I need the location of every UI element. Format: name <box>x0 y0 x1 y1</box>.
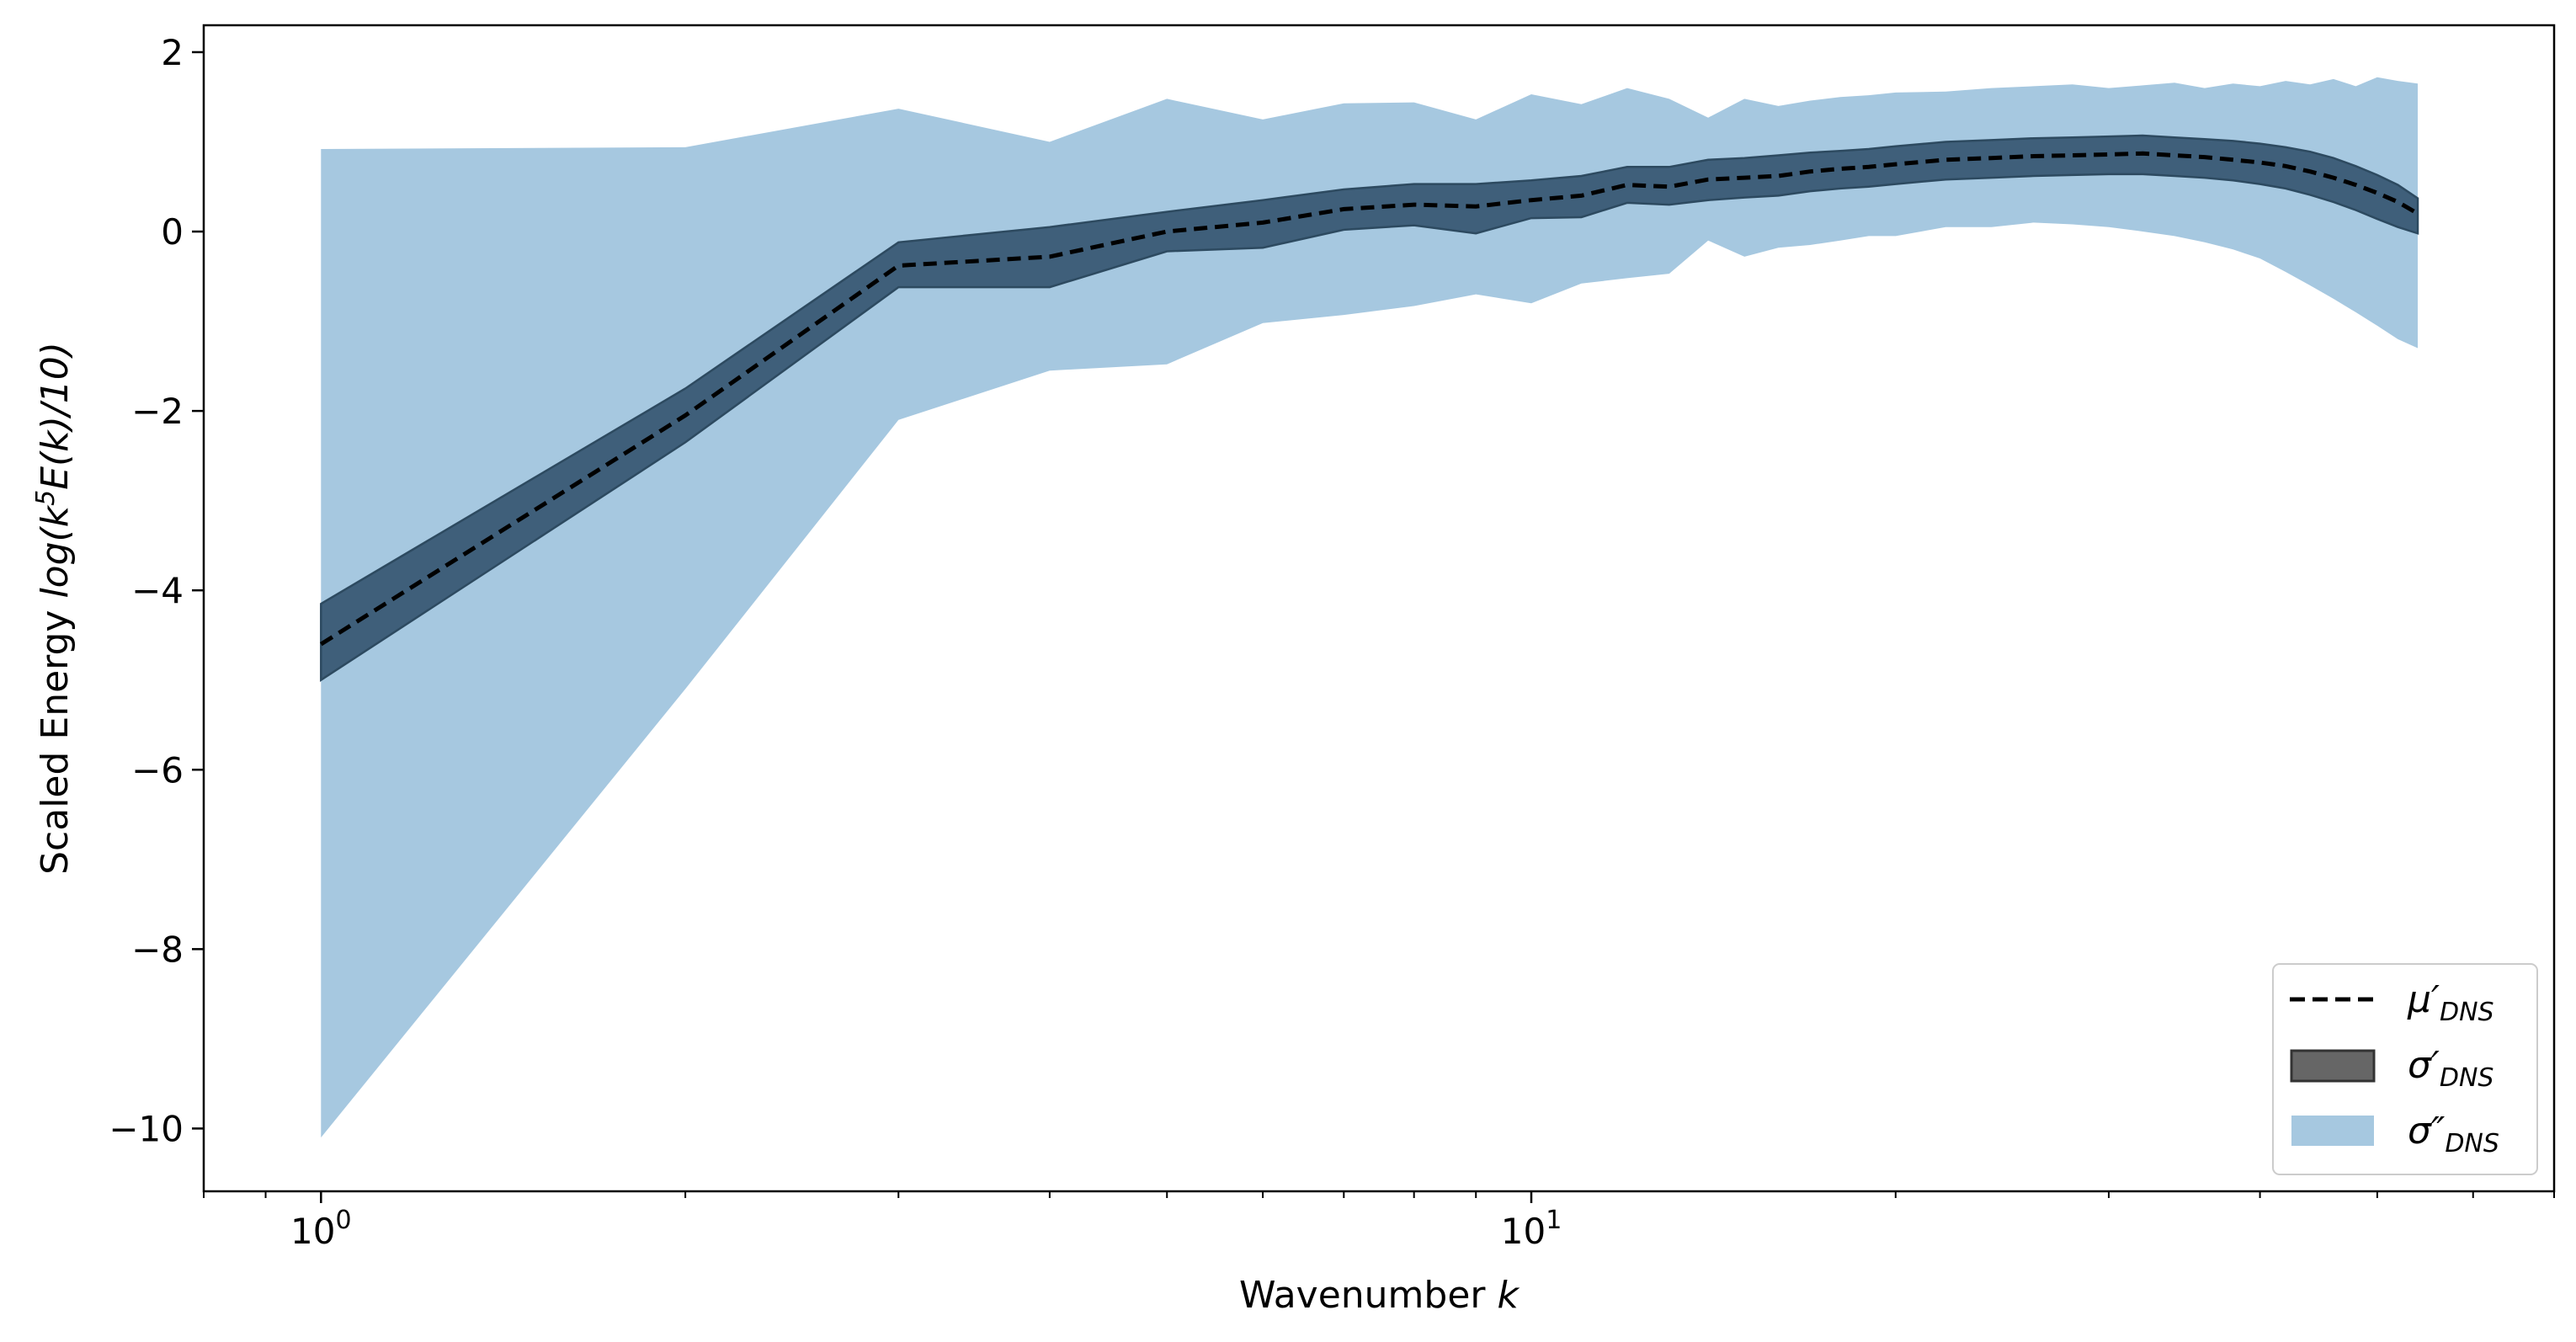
sigma-prime-band-group <box>320 134 2419 683</box>
legend-sigma-prime-label: σ′DNS <box>2408 1044 2494 1093</box>
sigma-double-prime-band-group <box>321 77 2418 1138</box>
legend: μ′DNS σ′DNS σ″DNS <box>2272 963 2538 1175</box>
mu-prime-line <box>319 151 2419 647</box>
y-tick-label: 0 <box>161 211 184 253</box>
plot-frame <box>202 24 2556 1193</box>
sigma-prime-band <box>320 134 2419 683</box>
y-axis-label: Scaled Energy log(k5E(k)/10) <box>31 342 77 875</box>
x-axis: 100 101 <box>203 1191 2555 1252</box>
x-tick-label: 101 <box>1501 1206 1562 1252</box>
y-tick-label: −6 <box>131 749 184 791</box>
y-tick-label: −10 <box>109 1108 184 1149</box>
y-axis: 2 0 −2 −4 −6 −8 −10 <box>109 32 204 1149</box>
x-axis-label: Wavenumber k <box>1239 1274 1520 1317</box>
sigma-double-prime-band <box>321 77 2418 1138</box>
mu-prime-line-group <box>319 151 2419 647</box>
y-tick-label: 2 <box>161 32 184 73</box>
legend-sigma-prime-swatch <box>2290 1049 2376 1083</box>
x-tick-label: 100 <box>290 1206 352 1252</box>
legend-sigma-double-prime-label: σ″DNS <box>2408 1110 2499 1158</box>
legend-sigma-double-prime-swatch <box>2291 1116 2374 1146</box>
y-tick-label: −4 <box>131 570 184 611</box>
y-tick-label: −2 <box>131 391 184 432</box>
legend-mu-prime-label: μ′DNS <box>2407 978 2494 1027</box>
y-tick-label: −8 <box>131 929 184 970</box>
